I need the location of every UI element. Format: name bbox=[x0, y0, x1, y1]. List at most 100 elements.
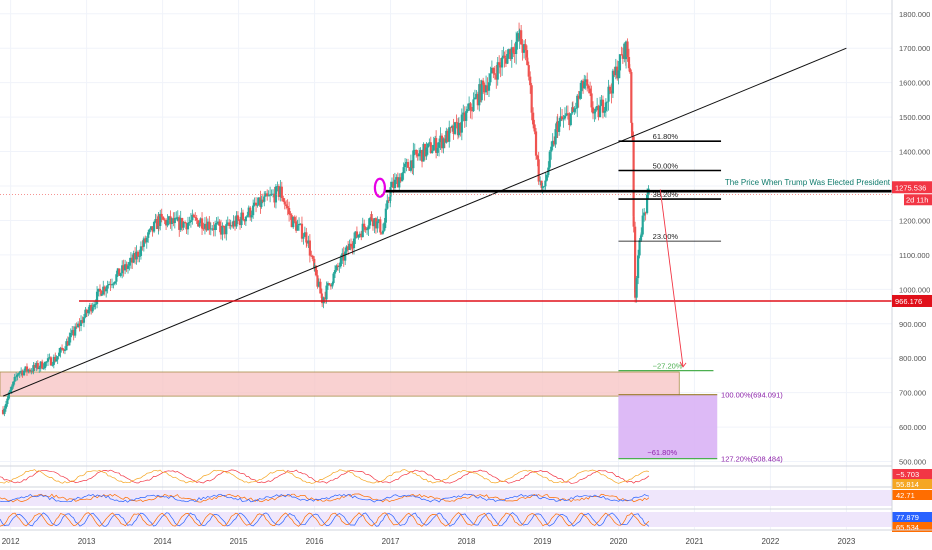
candle-body bbox=[569, 113, 572, 126]
candle-body bbox=[631, 122, 634, 137]
candle-body bbox=[457, 122, 461, 136]
candle-body bbox=[435, 138, 438, 153]
candle-body bbox=[484, 85, 488, 93]
candle-body bbox=[483, 84, 486, 93]
time-axis[interactable]: 2012 2013 2014 2015 2016 2017 2018 2019 2020 2021… bbox=[0, 529, 932, 546]
candle-body bbox=[574, 108, 577, 110]
candle-body bbox=[185, 223, 188, 230]
candle-body bbox=[84, 309, 87, 318]
candle-body bbox=[621, 55, 624, 59]
x-tick-label: 2015 bbox=[230, 537, 248, 546]
candle-body bbox=[482, 80, 485, 85]
candle-body bbox=[331, 282, 334, 287]
candle-body bbox=[568, 113, 571, 126]
candle-body bbox=[597, 105, 600, 118]
candle-body bbox=[392, 181, 395, 189]
candle-body bbox=[463, 112, 466, 121]
candle-body bbox=[426, 143, 429, 148]
highlight-circle[interactable] bbox=[373, 177, 386, 198]
candle-body bbox=[305, 242, 309, 244]
support-zone[interactable] bbox=[0, 371, 680, 397]
candle-body bbox=[328, 283, 331, 285]
candle-body bbox=[614, 66, 617, 76]
candle-body bbox=[459, 122, 462, 133]
candle-body bbox=[462, 112, 465, 115]
candle-body bbox=[223, 226, 226, 235]
candle-body bbox=[142, 238, 145, 247]
candle-body bbox=[261, 199, 264, 202]
candle-body bbox=[228, 222, 231, 226]
candle-body bbox=[443, 138, 446, 143]
candle-body bbox=[351, 247, 354, 249]
candle-body bbox=[77, 323, 80, 328]
y-tick-label: 500.000 bbox=[899, 458, 926, 467]
candle-body bbox=[553, 140, 556, 145]
candle-body bbox=[240, 212, 243, 226]
candle-body bbox=[323, 297, 327, 300]
target-level-label: 127.20%(508.484) bbox=[721, 455, 783, 464]
candle-body bbox=[380, 232, 383, 234]
candle-body bbox=[192, 214, 195, 217]
candle-body bbox=[601, 99, 605, 113]
candle-body bbox=[605, 101, 609, 103]
candle-body bbox=[600, 99, 603, 106]
candle-body bbox=[587, 85, 590, 89]
candle-body bbox=[487, 82, 491, 91]
trendline[interactable] bbox=[2, 47, 847, 397]
candle-body bbox=[157, 216, 160, 226]
candle-body bbox=[399, 177, 402, 182]
candle-body bbox=[368, 218, 372, 226]
candle-body bbox=[273, 193, 276, 203]
projection-box[interactable] bbox=[618, 394, 718, 459]
candle-body bbox=[560, 116, 564, 120]
support-level-value: 966.176 bbox=[895, 297, 922, 306]
candle-body bbox=[277, 186, 280, 197]
candle-body bbox=[319, 281, 322, 294]
candle-body bbox=[640, 234, 643, 236]
candle-body bbox=[645, 194, 649, 214]
candle-body bbox=[52, 356, 55, 365]
candle-body bbox=[500, 57, 504, 68]
candle-body bbox=[355, 231, 359, 238]
candle-body bbox=[121, 265, 124, 274]
candle-body bbox=[325, 285, 328, 300]
indicator-value-tag bbox=[892, 490, 932, 500]
candle-body bbox=[320, 293, 323, 299]
candle-body bbox=[257, 197, 261, 205]
candle-body bbox=[565, 113, 568, 116]
candle-body bbox=[138, 255, 141, 257]
candle-body bbox=[100, 290, 103, 296]
candle-body bbox=[191, 214, 194, 221]
candle-body bbox=[489, 73, 492, 83]
candle-body bbox=[603, 110, 606, 113]
fib-level-label: 38.20% bbox=[653, 190, 679, 199]
candle-body bbox=[132, 253, 135, 263]
candle-body bbox=[429, 142, 432, 154]
candle-body bbox=[510, 47, 513, 60]
candle-body bbox=[344, 251, 347, 261]
candle-body bbox=[300, 223, 304, 239]
candle-body bbox=[439, 135, 442, 143]
candle-body bbox=[134, 253, 137, 260]
candle-body bbox=[521, 44, 524, 53]
y-tick-label: 600.000 bbox=[899, 423, 926, 432]
candle-body bbox=[596, 105, 599, 109]
y-tick-label: 700.000 bbox=[899, 389, 926, 398]
candle-body bbox=[15, 376, 18, 378]
projection-arrow[interactable] bbox=[659, 189, 684, 367]
fib-level-label: 50.00% bbox=[653, 162, 679, 171]
candle-body bbox=[122, 265, 125, 271]
candle-body bbox=[610, 90, 613, 94]
candle-body bbox=[188, 221, 191, 223]
candle-body bbox=[556, 121, 559, 132]
candle-body bbox=[408, 167, 411, 171]
candle-body bbox=[30, 370, 33, 372]
candle-body bbox=[522, 44, 526, 53]
price-axis[interactable]: 1800.000 1700.000 1600.000 1500.000 1400.000… bbox=[891, 0, 932, 530]
candle-body bbox=[179, 217, 182, 230]
candle-body bbox=[423, 143, 427, 157]
candle-body bbox=[299, 223, 302, 225]
drawings[interactable]: The Price When Trump Was Elected Preside… bbox=[0, 47, 892, 464]
candle-body bbox=[126, 265, 130, 269]
